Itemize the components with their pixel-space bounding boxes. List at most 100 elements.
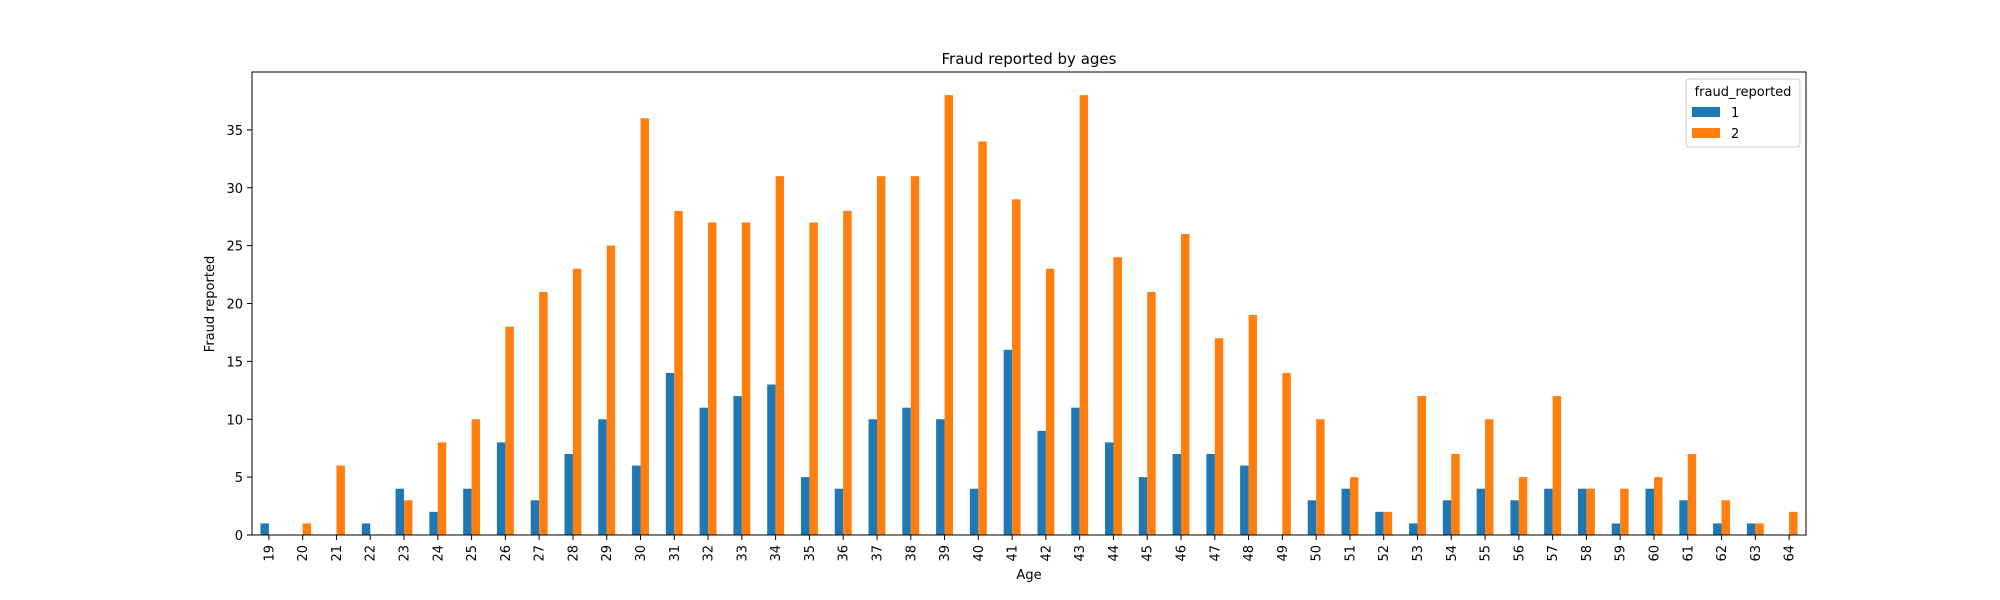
- x-tick-label: 52: [1377, 545, 1392, 562]
- bar-series-1-age-42: [1037, 430, 1046, 535]
- bar-series-2-age-56: [1518, 477, 1528, 536]
- legend-title: fraud_reported: [1695, 85, 1792, 100]
- bar-series-1-age-39: [936, 419, 945, 535]
- bar-series-1-age-25: [463, 488, 472, 535]
- bar-series-2-age-25: [471, 419, 481, 535]
- x-tick-label: 49: [1276, 545, 1291, 562]
- bar-series-2-age-27: [539, 291, 548, 535]
- bar-series-1-age-55: [1476, 488, 1486, 535]
- bar-series-2-age-24: [437, 442, 447, 535]
- bar-series-1-age-37: [868, 419, 877, 535]
- bar-series-1-age-28: [564, 453, 573, 535]
- x-tick-label: 28: [566, 545, 581, 562]
- bar-series-2-age-28: [572, 268, 582, 535]
- x-tick-label: 27: [533, 545, 548, 562]
- bar-series-2-age-34: [775, 176, 785, 535]
- bar-series-2-age-52: [1383, 511, 1393, 535]
- bar-series-2-age-40: [978, 141, 987, 535]
- bar-series-2-age-50: [1316, 419, 1325, 535]
- bar-series-2-age-45: [1147, 291, 1156, 535]
- bar-series-2-age-26: [505, 326, 514, 535]
- bar-series-1-age-52: [1375, 511, 1384, 535]
- bar-series-1-age-59: [1611, 523, 1621, 535]
- x-tick-label: 42: [1039, 545, 1054, 562]
- bar-series-2-age-35: [809, 222, 818, 535]
- bar-series-1-age-24: [429, 511, 438, 535]
- bar-series-1-age-35: [800, 477, 810, 536]
- x-tick-label: 25: [465, 545, 480, 562]
- y-tick-label: 25: [226, 240, 243, 255]
- bar-series-2-age-59: [1620, 488, 1629, 535]
- legend-label-series-1: 1: [1731, 106, 1739, 121]
- bar-series-2-age-51: [1349, 477, 1359, 536]
- bar-series-2-age-46: [1181, 234, 1190, 536]
- x-tick-label: 56: [1512, 545, 1527, 562]
- bar-series-2-age-41: [1012, 199, 1021, 535]
- bar-series-2-age-23: [404, 500, 413, 535]
- plot-frame: [251, 71, 1807, 536]
- x-tick-label: 46: [1175, 545, 1190, 562]
- bar-series-1-age-44: [1105, 442, 1114, 535]
- y-axis-ticks: 0 5 10 15 20 25 30 35: [226, 124, 252, 544]
- x-tick-label: 32: [702, 545, 717, 562]
- bar-series-1-age-30: [632, 465, 641, 535]
- bar-series-1-age-63: [1746, 523, 1756, 535]
- bar-series-2-age-57: [1552, 396, 1562, 535]
- x-tick-label: 48: [1242, 545, 1257, 562]
- x-tick-label: 57: [1546, 545, 1561, 562]
- bar-series-1-age-61: [1679, 500, 1688, 535]
- y-tick-label: 15: [226, 355, 243, 370]
- bar-series-1-age-34: [767, 384, 776, 535]
- bar-series-1-age-48: [1240, 465, 1249, 535]
- bar-series-1-age-36: [834, 488, 844, 535]
- bar-series-1-age-62: [1713, 523, 1722, 535]
- x-tick-label: 55: [1479, 545, 1494, 562]
- x-tick-label: 19: [262, 545, 277, 562]
- x-axis-label: Age: [1016, 568, 1041, 583]
- x-tick-label: 62: [1715, 545, 1730, 562]
- bar-series-2-age-36: [843, 210, 852, 535]
- x-tick-label: 40: [972, 545, 987, 562]
- x-tick-label: 24: [431, 545, 446, 562]
- bar-series-2-age-38: [910, 176, 920, 535]
- legend-label-series-2: 2: [1731, 127, 1739, 142]
- x-tick-label: 21: [330, 545, 345, 562]
- y-tick-label: 35: [226, 124, 243, 139]
- legend: fraud_reported 1 2: [1685, 78, 1801, 148]
- bar-series-1-age-43: [1071, 407, 1080, 535]
- x-tick-label: 58: [1580, 545, 1595, 562]
- bar-series-1-age-40: [969, 488, 979, 535]
- bar-series-1-age-54: [1442, 500, 1452, 535]
- x-tick-label: 63: [1749, 545, 1764, 562]
- bar-series-1-age-57: [1544, 488, 1553, 535]
- bar-series-2-age-20: [302, 523, 312, 535]
- bar-series-2-age-31: [674, 210, 683, 535]
- bar-series-2-age-63: [1755, 523, 1764, 535]
- bar-series-1-age-58: [1577, 488, 1587, 535]
- bar-series-1-age-56: [1510, 500, 1519, 535]
- x-tick-label: 45: [1141, 545, 1156, 562]
- bar-series-1-age-31: [665, 372, 675, 535]
- x-tick-label: 33: [735, 545, 750, 562]
- y-tick-label: 5: [235, 471, 243, 486]
- bar-series-2-age-58: [1586, 488, 1595, 535]
- x-tick-label: 43: [1073, 545, 1088, 562]
- bar-series-2-age-64: [1789, 511, 1798, 535]
- bar-series-2-age-53: [1417, 396, 1426, 535]
- bar-series-2-age-30: [640, 118, 649, 536]
- bar-series-1-age-60: [1645, 488, 1654, 535]
- bar-series-2-age-48: [1248, 315, 1258, 535]
- bar-series-1-age-19: [260, 523, 269, 535]
- bar-series-1-age-26: [496, 442, 506, 535]
- bar-series-2-age-60: [1653, 477, 1663, 536]
- bar-series-2-age-54: [1451, 453, 1460, 535]
- x-tick-label: 53: [1411, 545, 1426, 562]
- x-tick-label: 41: [1006, 545, 1021, 562]
- bar-series-2-age-33: [741, 222, 751, 535]
- bar-series-1-age-46: [1172, 453, 1182, 535]
- y-tick-label: 10: [226, 413, 243, 428]
- bar-series-2-age-42: [1045, 268, 1055, 535]
- y-axis-label: Fraud reported: [203, 256, 218, 352]
- bar-series-2-age-37: [876, 176, 886, 535]
- y-tick-label: 20: [226, 298, 243, 313]
